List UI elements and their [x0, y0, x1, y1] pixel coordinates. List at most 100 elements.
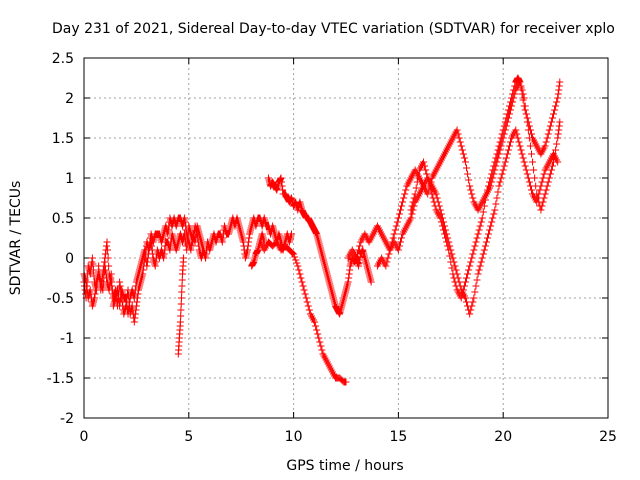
data-point — [447, 258, 455, 266]
data-point — [108, 278, 116, 286]
data-point — [459, 150, 467, 158]
data-point — [489, 214, 497, 222]
data-point — [552, 146, 560, 154]
data-point — [183, 240, 191, 248]
data-point — [355, 262, 363, 270]
data-point — [301, 290, 309, 298]
data-point — [494, 146, 502, 154]
data-point — [400, 194, 408, 202]
data-point — [507, 138, 515, 146]
data-point — [479, 208, 487, 216]
data-point — [253, 247, 261, 255]
data-point — [302, 294, 310, 302]
data-point — [493, 194, 501, 202]
data-point — [130, 294, 138, 302]
data-point — [427, 186, 435, 194]
data-point — [382, 262, 390, 270]
data-point — [460, 154, 468, 162]
data-point — [488, 218, 496, 226]
data-point — [398, 202, 406, 210]
data-point — [106, 282, 114, 290]
y-tick-label: 0 — [65, 251, 74, 267]
data-point — [272, 185, 280, 193]
data-point — [492, 154, 500, 162]
data-point — [539, 198, 547, 206]
data-point — [219, 234, 227, 242]
data-point — [514, 134, 522, 142]
data-point — [446, 252, 454, 260]
data-point — [504, 106, 512, 114]
data-point — [177, 300, 185, 308]
data-point — [522, 166, 530, 174]
data-point — [383, 258, 391, 266]
data-point — [465, 266, 473, 274]
data-point — [194, 234, 202, 242]
series-track-c — [264, 174, 375, 318]
data-point — [460, 282, 468, 290]
data-point — [469, 250, 477, 258]
data-point — [553, 140, 561, 148]
data-point — [467, 258, 475, 266]
data-point — [554, 90, 562, 98]
data-point — [104, 246, 112, 254]
data-point — [295, 266, 303, 274]
data-point — [147, 238, 155, 246]
data-point — [453, 126, 461, 134]
data-point — [504, 146, 512, 154]
data-point — [540, 170, 548, 178]
data-point — [464, 270, 472, 278]
data-point — [457, 142, 465, 150]
data-point — [452, 282, 460, 290]
data-point — [303, 298, 311, 306]
data-point — [89, 266, 97, 274]
data-point — [515, 138, 523, 146]
data-point — [413, 178, 421, 186]
data-point — [452, 266, 460, 274]
data-point — [456, 138, 464, 146]
data-point — [508, 94, 516, 102]
data-point — [355, 246, 363, 254]
data-point — [481, 196, 489, 204]
data-point — [443, 238, 451, 246]
data-point — [104, 254, 112, 262]
data-point — [497, 174, 505, 182]
data-point — [450, 274, 458, 282]
data-point — [524, 126, 532, 134]
data-point — [203, 246, 211, 254]
data-point — [543, 134, 551, 142]
data-point — [177, 312, 185, 320]
data-point — [90, 294, 98, 302]
data-point — [555, 82, 563, 90]
data-point — [399, 198, 407, 206]
data-point — [449, 270, 457, 278]
data-point — [194, 238, 202, 246]
data-point — [477, 218, 485, 226]
data-point — [291, 199, 299, 207]
data-point — [103, 242, 111, 250]
data-point — [407, 214, 415, 222]
data-point — [352, 254, 360, 262]
data-point — [553, 98, 561, 106]
data-point — [469, 298, 477, 306]
data-point — [480, 246, 488, 254]
data-point — [91, 290, 99, 298]
data-point — [496, 138, 504, 146]
data-point — [178, 282, 186, 290]
y-tick-label: -2 — [60, 411, 74, 427]
x-tick-label: 0 — [80, 429, 89, 445]
data-point — [550, 158, 558, 166]
data-point — [501, 118, 509, 126]
data-point — [116, 278, 124, 286]
y-tick-label: -1.5 — [47, 371, 74, 387]
data-point — [510, 86, 518, 94]
data-point — [385, 250, 393, 258]
data-point — [518, 150, 526, 158]
data-point — [494, 188, 502, 196]
series-track-b — [80, 222, 212, 318]
data-point — [515, 77, 523, 85]
data-point — [180, 254, 188, 262]
data-point — [183, 246, 191, 254]
data-point — [530, 166, 538, 174]
data-point — [457, 294, 465, 302]
data-point — [424, 174, 432, 182]
